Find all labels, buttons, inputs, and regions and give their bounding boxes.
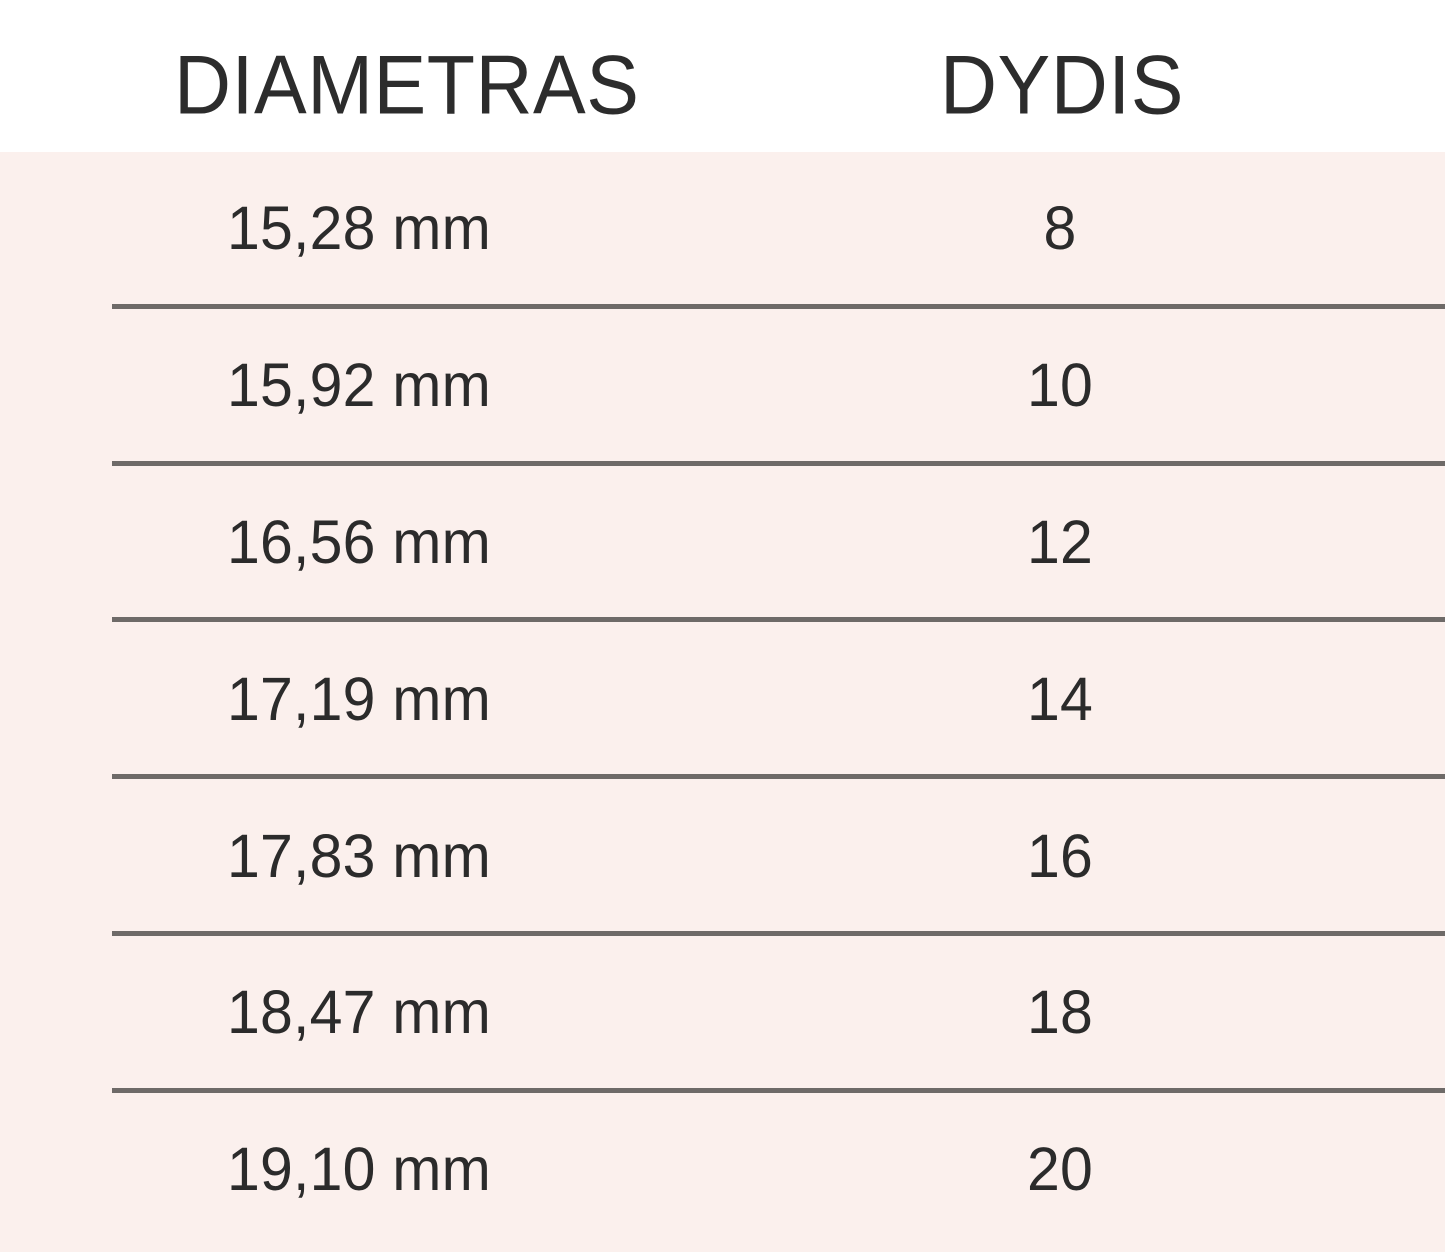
cell-diameter: 17,83 mm bbox=[227, 821, 491, 891]
cell-diameter: 15,28 mm bbox=[227, 194, 491, 264]
cell-diameter: 18,47 mm bbox=[227, 978, 491, 1047]
table-row: 16,56 mm 12 bbox=[0, 466, 1445, 623]
cell-diameter: 19,10 mm bbox=[227, 1135, 491, 1204]
column-header-size: DYDIS bbox=[940, 37, 1184, 132]
table-row: 15,92 mm 10 bbox=[0, 309, 1445, 466]
cell-size: 16 bbox=[1026, 821, 1094, 891]
cell-diameter: 16,56 mm bbox=[227, 507, 491, 577]
row-divider bbox=[112, 617, 1445, 623]
cell-size: 12 bbox=[1026, 507, 1094, 577]
table-row: 15,28 mm 8 bbox=[0, 152, 1445, 309]
row-divider bbox=[112, 303, 1445, 309]
table-row: 19,10 mm 20 bbox=[0, 1093, 1445, 1250]
cell-size: 10 bbox=[1026, 351, 1094, 420]
row-divider bbox=[112, 460, 1445, 466]
row-divider bbox=[112, 1087, 1445, 1093]
row-divider bbox=[112, 774, 1445, 780]
cell-diameter: 17,19 mm bbox=[227, 664, 491, 734]
table-row: 18,47 mm 18 bbox=[0, 936, 1445, 1093]
cell-size: 14 bbox=[1026, 664, 1094, 734]
cell-size: 20 bbox=[1026, 1135, 1094, 1204]
table-row: 17,83 mm 16 bbox=[0, 779, 1445, 936]
column-header-diameter: DIAMETRAS bbox=[174, 37, 640, 132]
cell-size: 8 bbox=[1043, 194, 1077, 264]
cell-size: 18 bbox=[1026, 978, 1094, 1047]
chart-body: 15,28 mm 8 15,92 mm 10 16,56 mm 12 17,19… bbox=[0, 152, 1445, 1252]
chart-header-row: DIAMETRAS DYDIS bbox=[0, 0, 1445, 152]
table-row: 17,19 mm 14 bbox=[0, 622, 1445, 780]
cell-diameter: 15,92 mm bbox=[227, 351, 491, 420]
row-divider bbox=[112, 930, 1445, 936]
